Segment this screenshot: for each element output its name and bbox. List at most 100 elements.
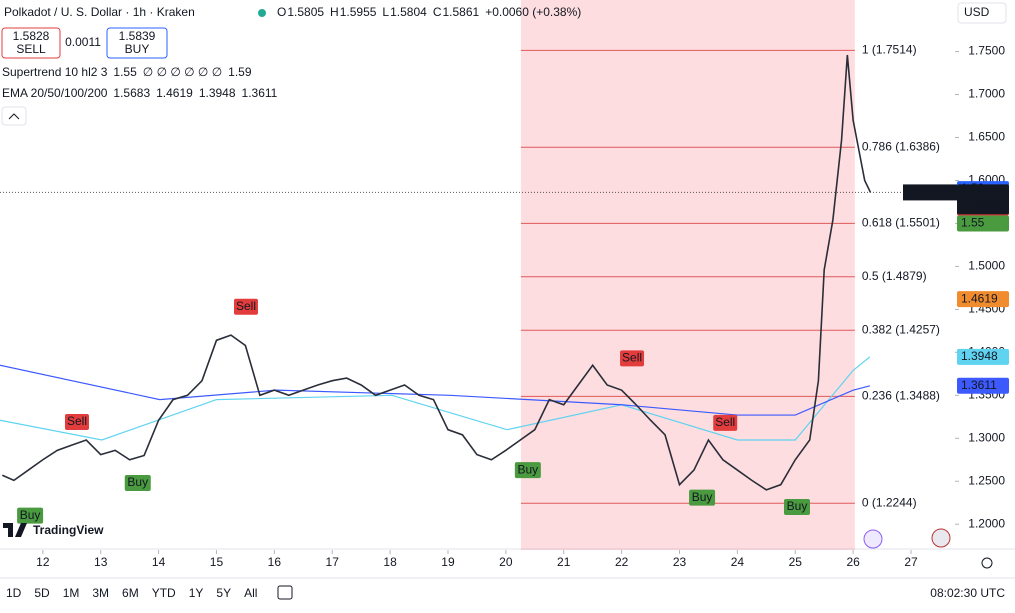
signal-badge	[620, 350, 645, 367]
ema-line	[0, 364, 871, 416]
price-line	[1, 54, 872, 491]
settings-icon[interactable]	[981, 557, 993, 569]
x-tick-label: 25	[789, 555, 803, 569]
signal-label: Buy	[20, 508, 41, 522]
signal-badge	[713, 414, 738, 431]
range-button[interactable]: 5D	[34, 586, 50, 600]
x-tick-label: 20	[499, 555, 513, 569]
x-tick-label: 24	[731, 555, 745, 569]
buy-button[interactable]	[106, 27, 168, 59]
clock: 08:02:30 UTC	[930, 586, 1005, 600]
price-badge-label: 1.3948	[961, 349, 998, 363]
indicator-empty: ∅ ∅ ∅ ∅ ∅ ∅	[143, 65, 222, 79]
countdown: 57:30	[975, 198, 1005, 212]
indicator-value: 1.3948	[199, 86, 236, 100]
range-button[interactable]: 5Y	[216, 586, 231, 600]
indicator-value: 1.5683	[113, 86, 150, 100]
signal-label: Buy	[787, 499, 808, 513]
fib-label: 0.236 (1.3488)	[862, 389, 940, 403]
x-tick-label: 26	[846, 555, 860, 569]
signal-label: Buy	[127, 475, 148, 489]
signal-badge	[124, 474, 151, 491]
x-tick-label: 21	[557, 555, 571, 569]
signal-label: Sell	[236, 299, 256, 313]
sell-price: 1.5828	[13, 29, 50, 43]
price-badge	[957, 215, 1009, 232]
signal-badge	[514, 462, 541, 479]
range-button[interactable]: 6M	[122, 586, 139, 600]
indicator-name: Supertrend 10 hl2 3	[2, 65, 108, 79]
ohlc-value: 1.5804	[390, 5, 427, 19]
collapse-icon	[8, 113, 20, 120]
x-tick-label: 17	[326, 555, 340, 569]
buy-label: BUY	[125, 42, 150, 56]
ohlc-value: 1.5805	[287, 5, 324, 19]
sell-label: SELL	[16, 42, 46, 56]
fib-label: 0.618 (1.5501)	[862, 216, 940, 230]
signal-badge	[783, 499, 810, 516]
symbol-badge	[903, 184, 957, 201]
sell-button[interactable]	[1, 27, 61, 59]
indicator-value: 1.3611	[242, 86, 278, 100]
range-button[interactable]: 1D	[6, 586, 22, 600]
indicator-name: EMA 20/50/100/200	[2, 86, 108, 100]
x-tick-label: 22	[615, 555, 629, 569]
range-button[interactable]: All	[244, 586, 257, 600]
fib-region	[520, 0, 855, 550]
fib-label: 0.382 (1.4257)	[862, 322, 940, 336]
y-tick-label: 1.2000	[968, 516, 1005, 530]
x-tick-label: 18	[383, 555, 397, 569]
date-range-icon[interactable]	[277, 585, 293, 600]
x-tick-label: 27	[904, 555, 918, 569]
range-button[interactable]: 3M	[92, 586, 109, 600]
plot: 1 (1.7514) 0.786 (1.6386) 0.618 (1.5501) 0.…	[0, 0, 1009, 569]
ohlc-value: 1.5861	[442, 5, 479, 19]
symbol-label: DOTUSD	[906, 185, 957, 199]
last-price-label: 1.5861	[968, 185, 1005, 199]
spread: 0.0011	[65, 35, 101, 49]
collapse-button[interactable]	[1, 106, 27, 126]
event-icon[interactable]	[863, 529, 883, 549]
signal-label: Sell	[67, 414, 87, 428]
currency: USD	[964, 5, 990, 19]
signal-badge	[233, 298, 258, 315]
signal-label: Buy	[692, 490, 713, 504]
price-badge	[957, 291, 1009, 308]
overlay: Polkadot / U. S. Dollar · 1h · Kraken O 1.…	[1, 2, 1007, 601]
ohlc-key: O	[277, 5, 286, 19]
ohlc-value: 1.5955	[340, 5, 377, 19]
y-tick-label: 1.5000	[968, 259, 1005, 273]
flag-icon[interactable]	[931, 528, 951, 548]
price-badge	[957, 348, 1009, 365]
fib-label: 0 (1.2244)	[862, 495, 917, 509]
signal-label: Buy	[518, 462, 539, 476]
range-button[interactable]: 1M	[63, 586, 80, 600]
brand: TradingView	[33, 523, 104, 537]
ohlc-key: C	[433, 5, 442, 19]
indicator-value: 1.55	[113, 65, 137, 79]
currency-button[interactable]	[957, 2, 1007, 24]
fib-label: 1 (1.7514)	[862, 43, 917, 57]
price-badge-label: 1.3611	[961, 378, 997, 392]
signal-label: Sell	[715, 415, 735, 429]
x-tick-label: 15	[210, 555, 224, 569]
range-button[interactable]: YTD	[152, 586, 176, 600]
x-tick-label: 13	[94, 555, 108, 569]
y-tick-label: 1.3000	[968, 430, 1005, 444]
x-tick-label: 14	[152, 555, 166, 569]
change: +0.0060 (+0.38%)	[485, 5, 581, 19]
range-button[interactable]: 1Y	[189, 586, 204, 600]
ohlc-key: L	[382, 5, 389, 19]
buy-price: 1.5839	[119, 29, 156, 43]
x-tick-label: 16	[268, 555, 282, 569]
signal-badge	[64, 413, 89, 430]
x-tick-label: 12	[36, 555, 50, 569]
indicator-value: 1.59	[228, 65, 252, 79]
y-tick-label: 1.7000	[968, 87, 1005, 101]
title: Polkadot / U. S. Dollar · 1h · Kraken	[4, 5, 195, 19]
brand-logo	[3, 523, 27, 537]
ohlc-key: H	[330, 5, 339, 19]
status-dot	[258, 9, 266, 17]
